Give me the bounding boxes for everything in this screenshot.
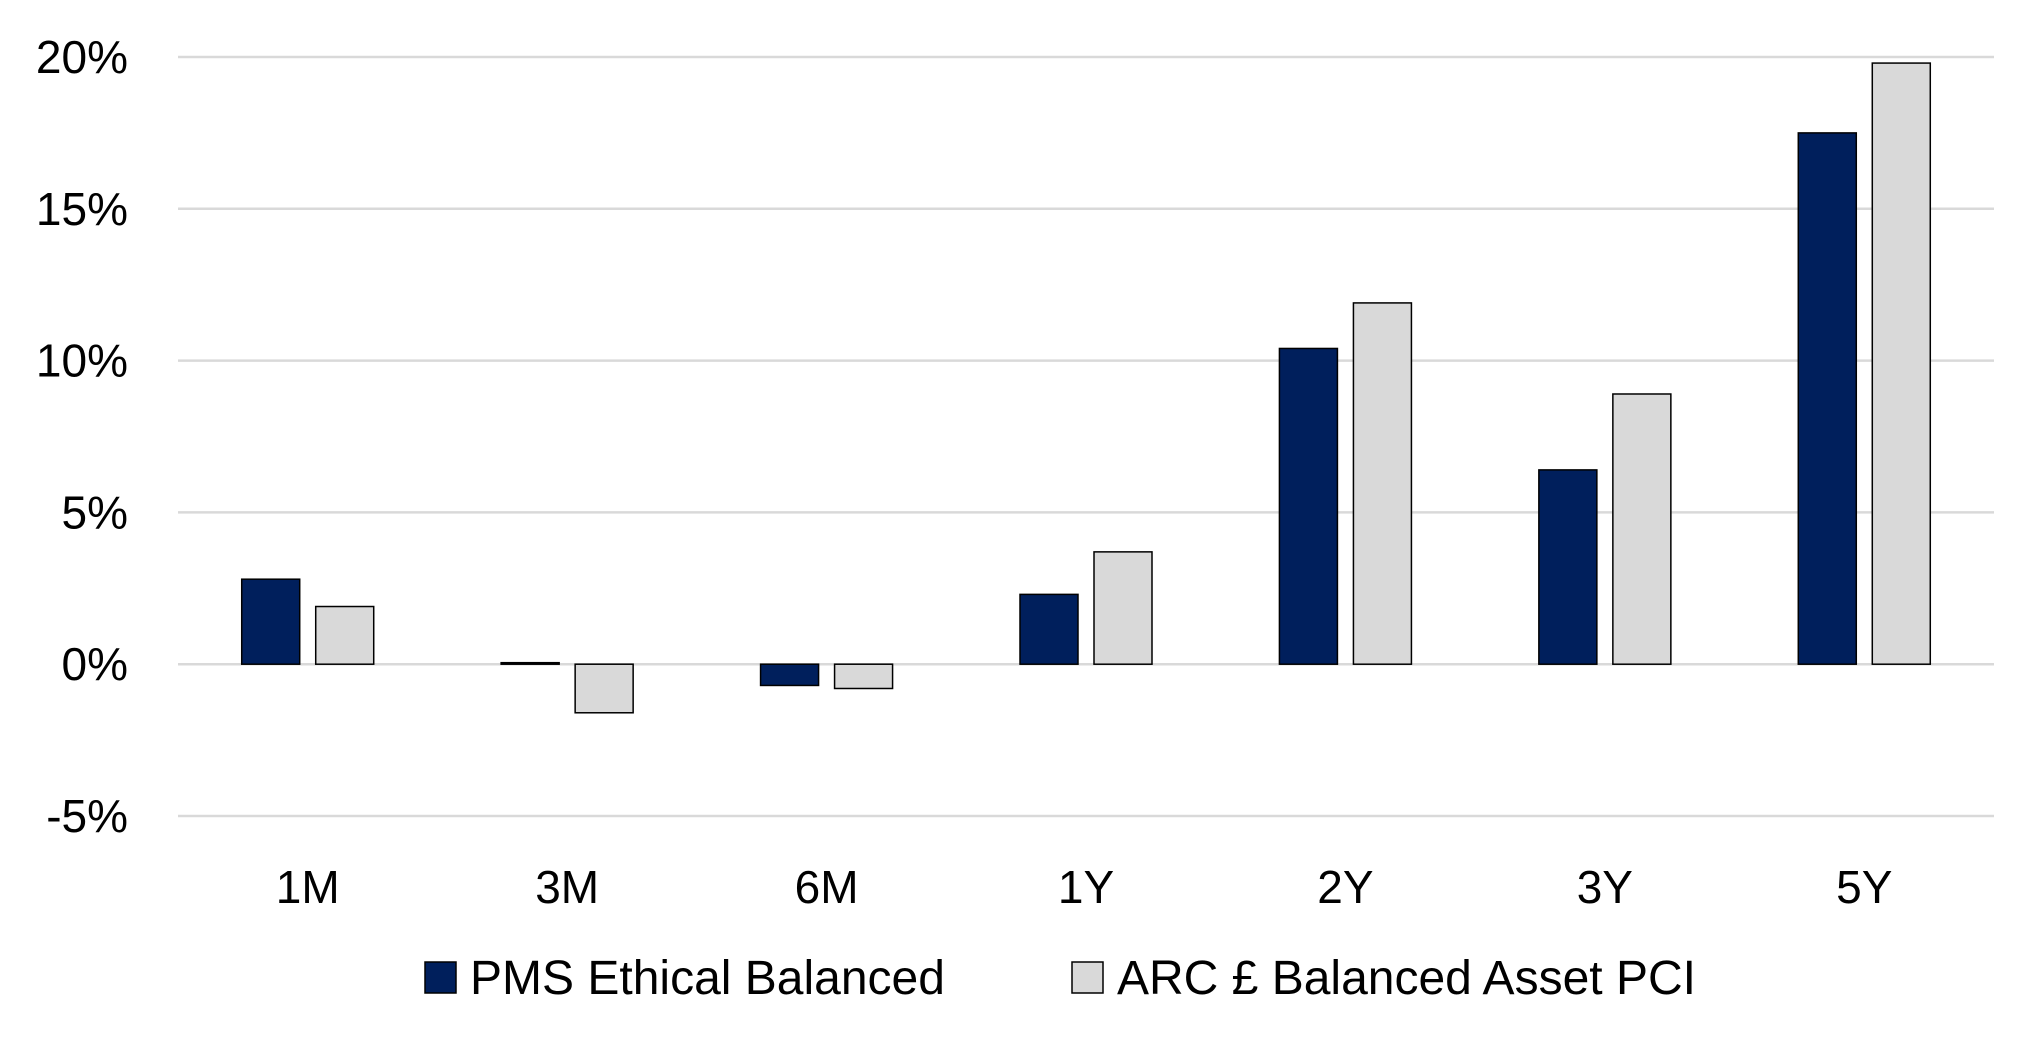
bar: [1538, 469, 1598, 665]
y-tick-label: -5%: [46, 790, 128, 842]
gridlines: [178, 55, 1994, 818]
bar: [1093, 551, 1153, 665]
x-tick-label: 3M: [535, 861, 599, 913]
y-tick-label: 20%: [36, 31, 128, 83]
bar: [240, 578, 301, 665]
bar: [574, 663, 634, 714]
y-tick-label: 0%: [62, 638, 128, 690]
x-tick-label: 6M: [795, 861, 859, 913]
bars: [240, 62, 1932, 714]
x-tick-label: 2Y: [1317, 861, 1373, 913]
legend-label: PMS Ethical Balanced: [470, 952, 945, 1005]
x-tick-label: 5Y: [1836, 861, 1892, 913]
x-tick-label: 1M: [276, 861, 340, 913]
y-tick-label: 5%: [62, 486, 128, 538]
x-tick-label: 1Y: [1058, 861, 1114, 913]
y-axis-tick-labels: 20% 15% 10% 5% 0% -5%: [36, 31, 128, 842]
legend-label: ARC £ Balanced Asset PCI: [1117, 952, 1696, 1005]
y-tick-label: 10%: [36, 335, 128, 387]
bar: [1612, 393, 1672, 665]
bar: [1797, 132, 1858, 665]
x-axis-tick-labels: 1M 3M 6M 1Y 2Y 3Y 5Y: [276, 861, 1893, 913]
legend-swatch: [424, 961, 457, 994]
bar: [500, 661, 560, 665]
y-tick-label: 15%: [36, 183, 128, 235]
legend-swatch: [1071, 961, 1104, 994]
bar: [759, 663, 820, 687]
bar: [833, 663, 894, 690]
x-tick-label: 3Y: [1577, 861, 1633, 913]
legend: PMS Ethical Balanced ARC £ Balanced Asset…: [424, 952, 1696, 1005]
bar: [1019, 593, 1079, 665]
bar: [1871, 62, 1932, 665]
bar: [1352, 302, 1413, 665]
bar: [314, 605, 375, 665]
bar: [1278, 347, 1339, 665]
